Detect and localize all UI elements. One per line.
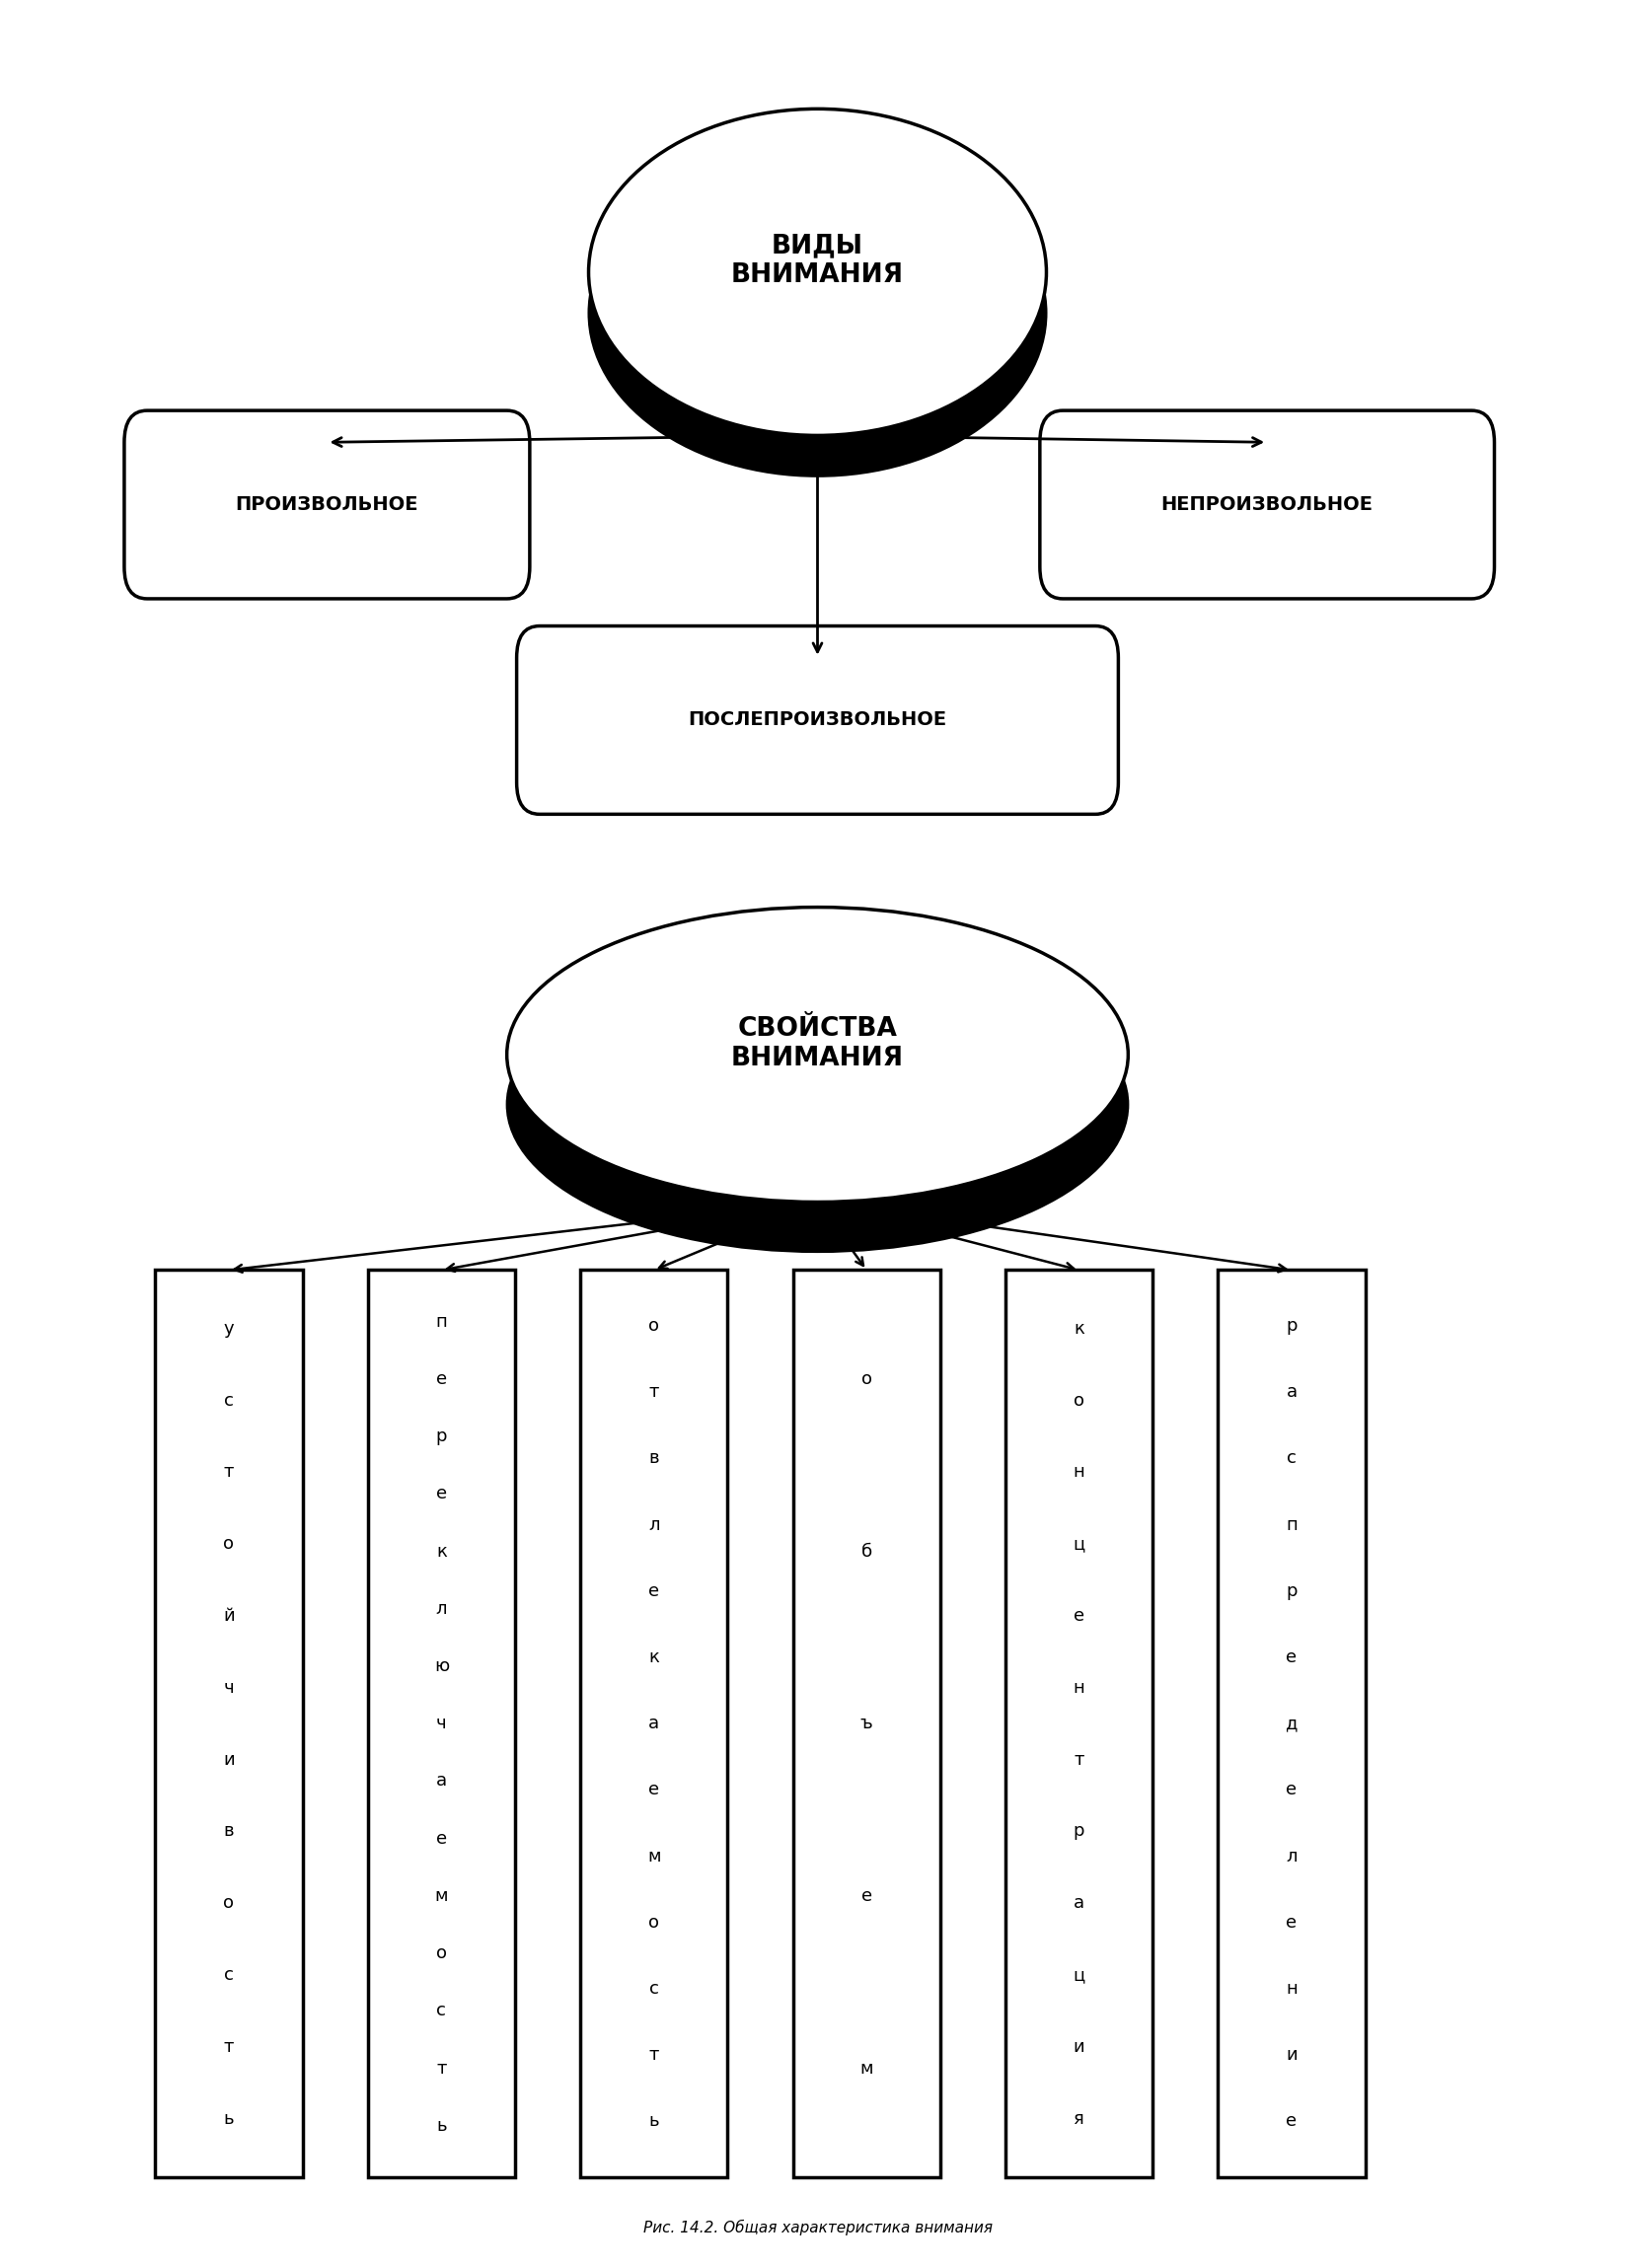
Text: с: с [1287,1449,1297,1467]
Text: а: а [437,1771,446,1789]
Text: и: и [222,1751,235,1769]
Text: СВОЙСТВА
ВНИМАНИЯ: СВОЙСТВА ВНИМАНИЯ [731,1016,904,1070]
Text: р: р [437,1427,446,1445]
Text: т: т [649,1383,659,1402]
Text: ПРОИЗВОЛЬНОЕ: ПРОИЗВОЛЬНОЕ [235,494,419,515]
Text: ь: ь [649,2112,659,2130]
Text: т: т [224,2039,234,2055]
Text: ц: ц [1073,1535,1086,1554]
Text: н: н [1073,1678,1086,1696]
Text: е: е [437,1830,446,1848]
Ellipse shape [507,957,1128,1252]
Text: е: е [649,1583,659,1599]
Text: ч: ч [224,1678,234,1696]
Text: д: д [1285,1715,1298,1733]
Text: е: е [1287,1914,1297,1932]
Text: м: м [647,1848,661,1864]
Text: м: м [860,2059,873,2077]
Text: ПОСЛЕПРОИЗВОЛЬНОЕ: ПОСЛЕПРОИЗВОЛЬНОЕ [688,710,947,730]
Bar [1006,1270,1153,2177]
Text: н: н [1073,1463,1086,1481]
Bar [368,1270,515,2177]
Text: е: е [437,1486,446,1504]
FancyBboxPatch shape [1040,411,1494,599]
Text: ъ: ъ [860,1715,873,1733]
Text: ю: ю [433,1658,450,1676]
Text: о: о [1074,1393,1084,1408]
Text: й: й [222,1608,235,1624]
Text: с: с [649,1980,659,1998]
Ellipse shape [507,907,1128,1202]
Bar [1218,1270,1365,2177]
Text: т: т [649,2046,659,2064]
Text: к: к [437,1542,446,1560]
Ellipse shape [589,109,1046,435]
Text: с: с [224,1393,234,1408]
Text: е: е [1074,1608,1084,1624]
Text: а: а [649,1715,659,1733]
Text: ВИДЫ
ВНИМАНИЯ: ВИДЫ ВНИМАНИЯ [731,234,904,288]
Text: Рис. 14.2. Общая характеристика внимания: Рис. 14.2. Общая характеристика внимания [643,2218,992,2236]
FancyBboxPatch shape [124,411,530,599]
Text: е: е [649,1780,659,1799]
Text: у: у [224,1320,234,1338]
Text: е: е [1287,1649,1297,1667]
Text: л: л [1287,1848,1297,1864]
Text: ь: ь [224,2109,234,2127]
Bar [155,1270,302,2177]
Text: ч: ч [437,1715,446,1733]
Text: к: к [1074,1320,1084,1338]
Text: е: е [437,1370,446,1388]
Text: е: е [1287,1780,1297,1799]
Text: о: о [224,1894,234,1912]
Text: р: р [1287,1318,1297,1336]
Text: НЕПРОИЗВОЛЬНОЕ: НЕПРОИЗВОЛЬНОЕ [1161,494,1373,515]
Text: т: т [1074,1751,1084,1769]
Text: с: с [437,2003,446,2021]
Text: м: м [435,1887,448,1905]
Text: а: а [1074,1894,1084,1912]
Text: е: е [1287,2112,1297,2130]
Text: ь: ь [437,2116,446,2134]
Text: п: п [435,1313,448,1331]
Text: о: о [862,1370,871,1388]
FancyBboxPatch shape [517,626,1118,814]
Text: р: р [1074,1823,1084,1839]
Text: р: р [1287,1583,1297,1599]
Text: о: о [224,1535,234,1554]
Text: с: с [224,1966,234,1984]
Text: т: т [224,1463,234,1481]
Text: ц: ц [1073,1966,1086,1984]
Text: т: т [437,2059,446,2077]
Text: п: п [1285,1515,1298,1533]
Text: к: к [649,1649,659,1667]
Text: н: н [1285,1980,1298,1998]
Text: е: е [862,1887,871,1905]
Text: и: и [1285,2046,1298,2064]
Text: о: о [437,1944,446,1962]
Text: я: я [1074,2109,1084,2127]
Text: о: о [649,1318,659,1336]
Text: в: в [224,1823,234,1839]
Ellipse shape [589,150,1046,476]
Text: л: л [437,1599,446,1617]
Text: а: а [1287,1383,1297,1402]
Text: в: в [649,1449,659,1467]
Text: о: о [649,1914,659,1932]
Text: б: б [862,1542,871,1560]
Bar [580,1270,728,2177]
Bar [793,1270,940,2177]
Text: л: л [649,1515,659,1533]
Text: и: и [1073,2039,1086,2055]
